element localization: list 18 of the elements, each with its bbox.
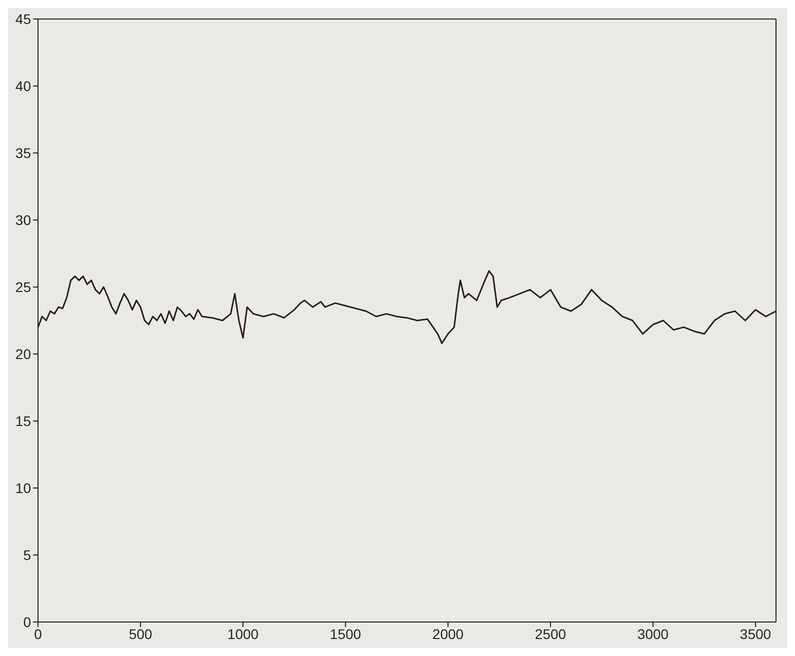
x-tick-label: 2500 <box>534 626 566 642</box>
y-tick-label: 40 <box>15 78 32 94</box>
y-tick-label: 25 <box>15 278 32 295</box>
y-tick-label: 10 <box>15 480 32 496</box>
y-tick-label: 20 <box>15 346 32 362</box>
y-tick-label: 15 <box>15 412 32 429</box>
x-tick-label: 2000 <box>432 626 464 642</box>
y-tick-label: 45 <box>15 10 32 27</box>
x-tick-label: 1000 <box>227 626 259 642</box>
x-tick-label: 500 <box>128 626 152 642</box>
y-tick-label: 5 <box>23 546 32 563</box>
x-tick-label: 3000 <box>637 626 669 642</box>
x-tick-label: 3500 <box>740 626 772 642</box>
y-tick-label: 0 <box>23 614 32 630</box>
y-tick-label: 30 <box>15 212 32 228</box>
x-tick-label: 0 <box>34 626 42 642</box>
x-tick-label: 1500 <box>330 626 362 642</box>
y-tick-label: 35 <box>15 144 32 161</box>
